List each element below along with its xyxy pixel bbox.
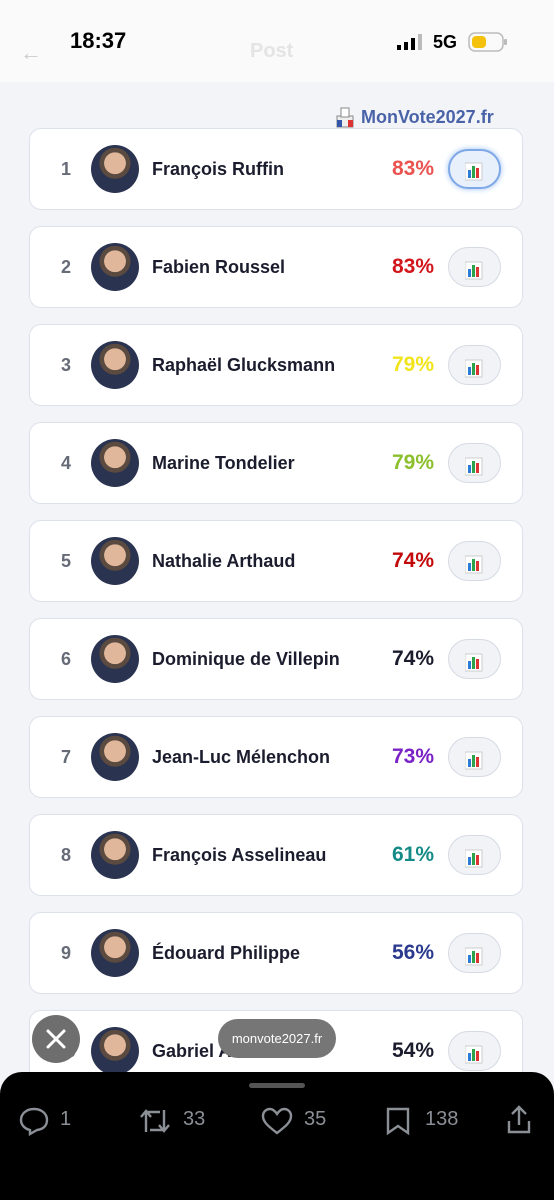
candidate-name: François Asselineau (152, 845, 327, 865)
candidate-name: Nathalie Arthaud (152, 551, 296, 571)
rank: 5 (60, 551, 71, 571)
rank: 7 (60, 747, 71, 767)
chart-icon (465, 555, 483, 574)
percent: 56% (391, 941, 434, 964)
rank: 1 (60, 159, 71, 179)
network: 5G (433, 32, 458, 52)
candidate-name: Raphaël Glucksmann (152, 355, 336, 375)
rank: 2 (60, 257, 71, 277)
avatar (91, 929, 139, 977)
candidate-name: Gabriel A (152, 1041, 232, 1061)
candidate-name: Édouard Philippe (152, 943, 301, 963)
stats-button[interactable] (448, 443, 501, 483)
avatar (91, 537, 139, 585)
percent: 83% (391, 157, 434, 180)
battery-icon (468, 32, 507, 52)
rank: 8 (60, 845, 71, 865)
percent: 79% (391, 353, 434, 376)
stats-button[interactable] (448, 345, 501, 385)
candidate-card: 1 François Ruffin 83% (29, 128, 523, 210)
avatar (91, 1027, 139, 1075)
like-icon[interactable] (260, 1106, 294, 1136)
candidate-name: François Ruffin (152, 159, 285, 179)
avatar (91, 243, 139, 291)
candidate-card: 8 François Asselineau 61% (29, 814, 523, 896)
bookmark-icon[interactable] (384, 1106, 412, 1136)
candidate-name: Marine Tondelier (152, 453, 295, 473)
candidate-card: 5 Nathalie Arthaud 74% (29, 520, 523, 602)
rank: 3 (60, 355, 71, 375)
stats-button[interactable] (448, 247, 501, 287)
repost-count: 33 (183, 1108, 206, 1130)
avatar (91, 439, 139, 487)
candidate-name: Dominique de Villepin (152, 649, 340, 669)
rank: 9 (60, 943, 71, 963)
avatar (91, 145, 139, 193)
candidate-card: 3 Raphaël Glucksmann 79% (29, 324, 523, 406)
repost-icon[interactable] (138, 1106, 172, 1136)
reply-count: 1 (60, 1108, 72, 1130)
avatar (91, 733, 139, 781)
candidate-card: 6 Dominique de Villepin 74% (29, 618, 523, 700)
chart-icon (465, 359, 483, 378)
close-button[interactable] (32, 1015, 80, 1063)
close-icon (46, 1029, 66, 1049)
like-count: 35 (304, 1108, 327, 1130)
chart-icon (465, 261, 483, 280)
chart-icon (465, 653, 483, 672)
avatar (91, 341, 139, 389)
avatar (91, 635, 139, 683)
rank: 6 (60, 649, 71, 669)
stats-button[interactable] (448, 541, 501, 581)
stats-button[interactable] (448, 933, 501, 973)
share-icon[interactable] (505, 1104, 533, 1136)
action-bar (0, 1072, 554, 1200)
percent: 74% (391, 549, 434, 572)
chart-icon (465, 947, 483, 966)
stats-button[interactable] (448, 149, 501, 189)
brand-icon (336, 107, 354, 128)
toast: monvote2027.fr (218, 1019, 336, 1058)
candidate-card: 2 Fabien Roussel 83% (29, 226, 523, 308)
candidate-card: 4 Marine Tondelier 79% (29, 422, 523, 504)
candidate-card: 7 Jean-Luc Mélenchon 73% (29, 716, 523, 798)
candidate-name: Fabien Roussel (152, 257, 286, 277)
chart-icon (465, 751, 483, 770)
chart-icon (465, 457, 483, 476)
percent: 83% (391, 255, 434, 278)
header-title: Post (250, 40, 294, 62)
candidate-name: Jean-Luc Mélenchon (152, 747, 331, 767)
brand: MonVote2027.fr (361, 107, 494, 127)
percent: 61% (391, 843, 434, 866)
candidate-card: 9 Édouard Philippe 56% (29, 912, 523, 994)
stats-button[interactable] (448, 1031, 501, 1071)
status-bar: 18:37 ← Post 5G (0, 0, 554, 82)
stats-button[interactable] (448, 737, 501, 777)
stats-button[interactable] (448, 835, 501, 875)
avatar (91, 831, 139, 879)
chart-icon (465, 162, 483, 181)
bookmark-count: 138 (425, 1108, 459, 1130)
time: 18:37 (70, 28, 127, 53)
percent: 54% (391, 1039, 434, 1062)
percent: 74% (391, 647, 434, 670)
signal-icon (397, 34, 422, 50)
chart-icon (465, 1045, 483, 1064)
rank: 4 (60, 453, 71, 473)
back-arrow[interactable]: ← (20, 40, 42, 65)
percent: 79% (391, 451, 434, 474)
chart-icon (465, 849, 483, 868)
percent: 73% (391, 745, 434, 768)
reply-icon[interactable] (18, 1106, 50, 1136)
stats-button[interactable] (448, 639, 501, 679)
handle (249, 1083, 305, 1088)
